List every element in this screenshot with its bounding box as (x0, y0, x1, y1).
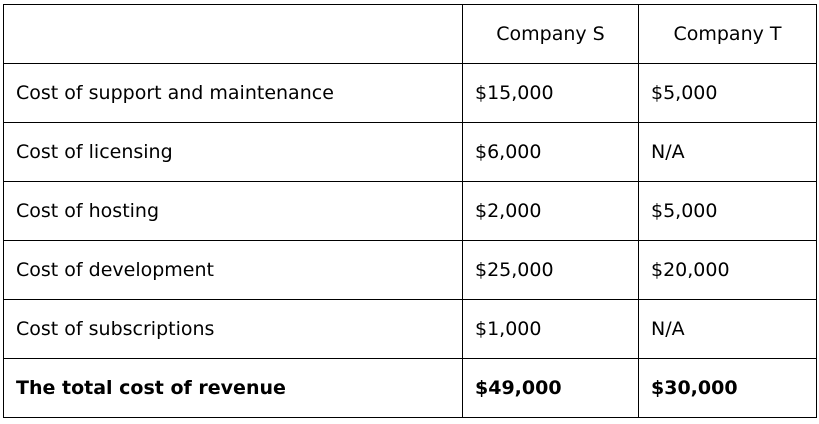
company-s-value: $15,000 (462, 63, 639, 123)
cost-of-revenue-table: Company S Company T Cost of support and … (3, 4, 817, 418)
table-row: Cost of hosting $2,000 $5,000 (3, 181, 817, 241)
total-company-s: $49,000 (462, 358, 639, 418)
company-t-value: $5,000 (638, 63, 817, 123)
header-empty-cell (3, 4, 463, 64)
total-label: The total cost of revenue (3, 358, 463, 418)
row-label: Cost of development (3, 240, 463, 300)
row-label: Cost of licensing (3, 122, 463, 182)
company-t-value: $20,000 (638, 240, 817, 300)
company-s-value: $6,000 (462, 122, 639, 182)
company-s-value: $2,000 (462, 181, 639, 241)
company-t-value: $5,000 (638, 181, 817, 241)
header-company-t: Company T (638, 4, 817, 64)
company-s-value: $1,000 (462, 299, 639, 359)
company-s-value: $25,000 (462, 240, 639, 300)
row-label: Cost of support and maintenance (3, 63, 463, 123)
header-company-s: Company S (462, 4, 639, 64)
company-t-value: N/A (638, 299, 817, 359)
total-row: The total cost of revenue $49,000 $30,00… (3, 358, 817, 418)
total-company-t: $30,000 (638, 358, 817, 418)
table-row: Cost of subscriptions $1,000 N/A (3, 299, 817, 359)
header-row: Company S Company T (3, 4, 817, 64)
row-label: Cost of subscriptions (3, 299, 463, 359)
table-row: Cost of support and maintenance $15,000 … (3, 63, 817, 123)
table-row: Cost of development $25,000 $20,000 (3, 240, 817, 300)
table-row: Cost of licensing $6,000 N/A (3, 122, 817, 182)
row-label: Cost of hosting (3, 181, 463, 241)
company-t-value: N/A (638, 122, 817, 182)
